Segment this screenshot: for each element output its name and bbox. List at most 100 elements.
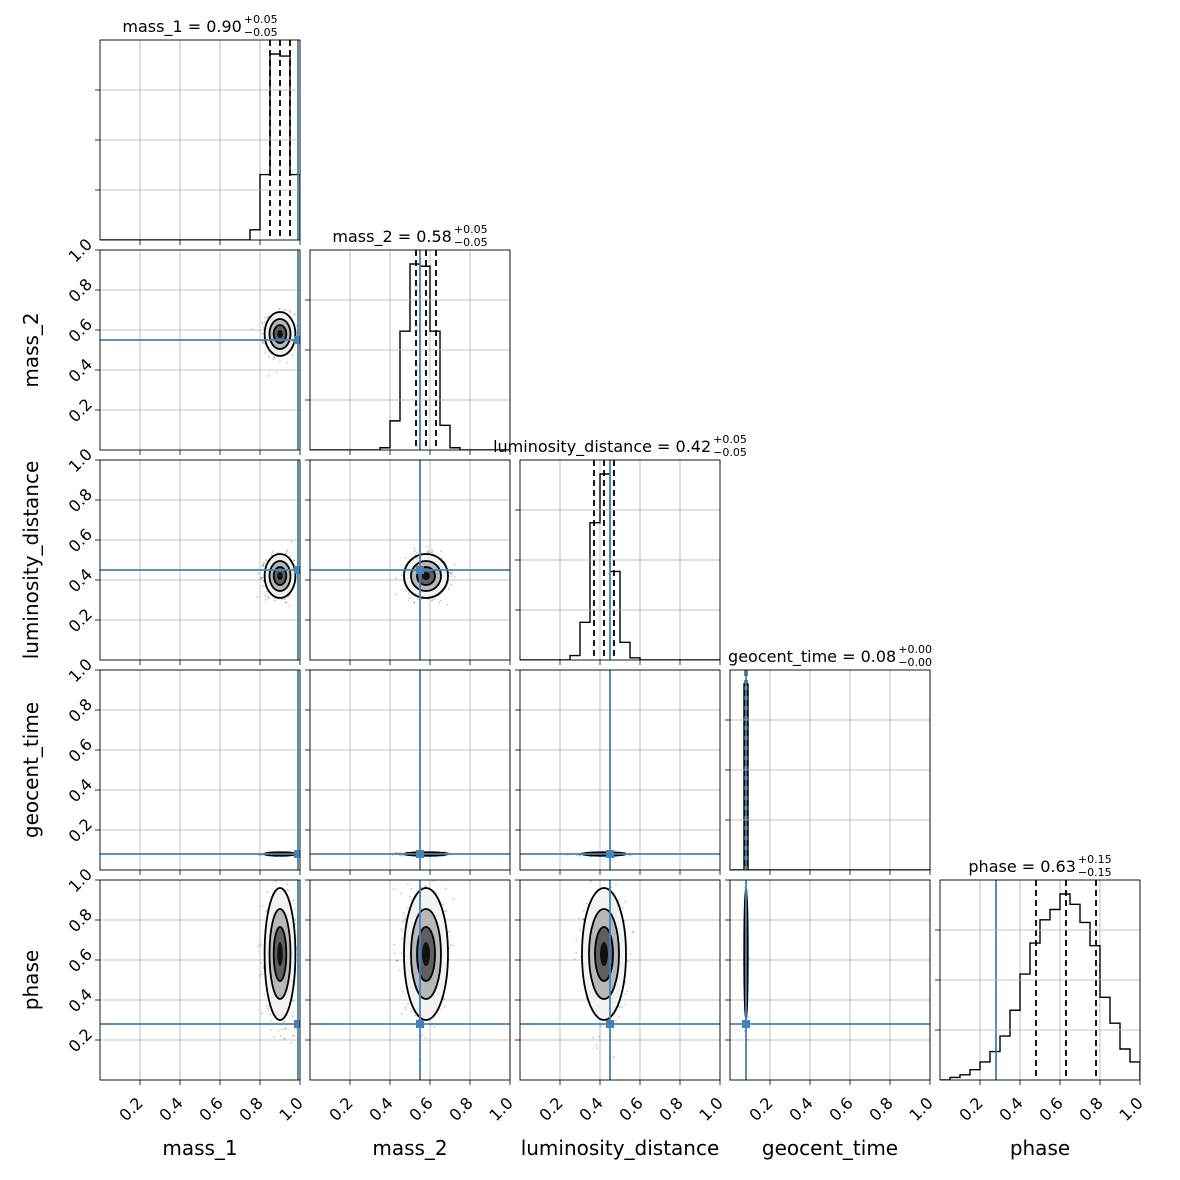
sample-point	[441, 556, 444, 559]
sample-point	[263, 342, 265, 345]
sample-point	[261, 322, 264, 325]
sample-point	[285, 308, 288, 311]
sample-point	[294, 918, 297, 921]
truth-point	[294, 336, 300, 344]
truth-point	[416, 566, 424, 574]
x-tick-label: 0.2	[115, 1093, 146, 1124]
sample-point	[440, 550, 442, 552]
sample-point	[290, 540, 293, 543]
sample-point	[292, 899, 295, 902]
histogram-mass_2	[310, 263, 510, 450]
sample-point	[266, 316, 269, 319]
sample-point	[258, 943, 261, 945]
sample-point	[294, 908, 296, 910]
sample-point	[273, 356, 276, 359]
panel-content	[310, 880, 510, 1080]
sample-point	[260, 944, 263, 947]
panel-frame	[99, 39, 301, 241]
x-tick-label: 0.4	[155, 1093, 186, 1124]
sample-point	[415, 551, 418, 554]
sample-point	[451, 571, 454, 574]
panel-frame	[99, 249, 301, 451]
y-tick-label: 0.8	[65, 695, 96, 726]
sample-point	[286, 883, 288, 886]
sample-point	[447, 587, 450, 590]
y-tick-label: 0.6	[65, 525, 96, 556]
contour-line	[403, 553, 449, 599]
sample-point	[261, 332, 264, 335]
sample-point	[284, 878, 286, 880]
sample-point	[450, 572, 452, 575]
panel-frame	[309, 459, 511, 661]
y-tick-label: 1.0	[65, 445, 96, 476]
sample-point	[444, 561, 447, 564]
sample-point	[257, 572, 260, 575]
y-tick-label: 0.2	[65, 605, 96, 636]
sample-point	[413, 550, 416, 553]
contour-line	[272, 926, 288, 982]
contour-line	[268, 560, 292, 592]
sample-point	[274, 880, 277, 882]
sample-point	[263, 561, 265, 564]
sample-point	[271, 551, 274, 553]
sample-point	[417, 598, 419, 601]
panel-frame	[729, 669, 931, 871]
sample-point	[395, 593, 398, 596]
sample-point	[261, 584, 264, 587]
sample-point	[261, 341, 264, 344]
sample-point	[283, 1037, 286, 1039]
sample-point	[261, 321, 263, 324]
sample-point	[283, 309, 286, 312]
truth-point	[606, 850, 614, 858]
sample-point	[278, 861, 280, 863]
sample-point	[292, 999, 295, 1002]
sample-point	[277, 1029, 280, 1032]
sample-point	[629, 854, 631, 857]
sample-point	[285, 361, 288, 364]
density-level	[277, 942, 283, 966]
sample-point	[407, 599, 410, 602]
sample-point	[453, 563, 456, 566]
sample-point	[427, 549, 429, 552]
sample-point	[272, 358, 275, 361]
contour-line	[416, 566, 436, 586]
hist-panel-geocent_time	[725, 669, 931, 875]
y-tick-label: 0.6	[65, 315, 96, 346]
sample-point	[262, 563, 265, 566]
sample-point	[288, 605, 291, 607]
sample-point	[404, 556, 407, 559]
panel-content	[100, 460, 300, 660]
sample-point	[257, 945, 260, 948]
sample-point	[281, 875, 283, 877]
sample-point	[260, 961, 263, 964]
sample-point	[260, 973, 263, 976]
sample-point	[262, 326, 265, 329]
y-tick-label: 0.2	[65, 395, 96, 426]
sample-point	[264, 316, 267, 319]
sample-point	[286, 549, 289, 552]
sample-point	[453, 575, 456, 578]
sample-point	[258, 975, 261, 977]
sample-point	[284, 1027, 287, 1030]
panel-frame	[519, 669, 721, 871]
sample-point	[430, 551, 433, 553]
sample-point	[281, 1028, 284, 1031]
sample-point	[266, 891, 269, 893]
y-tick-label: 0.2	[65, 1025, 96, 1056]
sample-point	[280, 1034, 282, 1037]
sample-point	[266, 596, 269, 599]
panel-frame	[309, 249, 511, 451]
sample-point	[262, 576, 264, 579]
sample-point	[407, 592, 410, 595]
sample-point	[264, 558, 267, 561]
sample-point	[302, 943, 304, 945]
sample-point	[431, 551, 434, 553]
sample-point	[579, 855, 582, 857]
sample-point	[283, 598, 286, 601]
contour-line	[272, 324, 288, 344]
sample-point	[287, 889, 289, 892]
sample-point	[262, 565, 265, 568]
panel-content	[100, 250, 300, 450]
sample-point	[289, 311, 292, 314]
y-tick-label: 1.0	[65, 235, 96, 266]
